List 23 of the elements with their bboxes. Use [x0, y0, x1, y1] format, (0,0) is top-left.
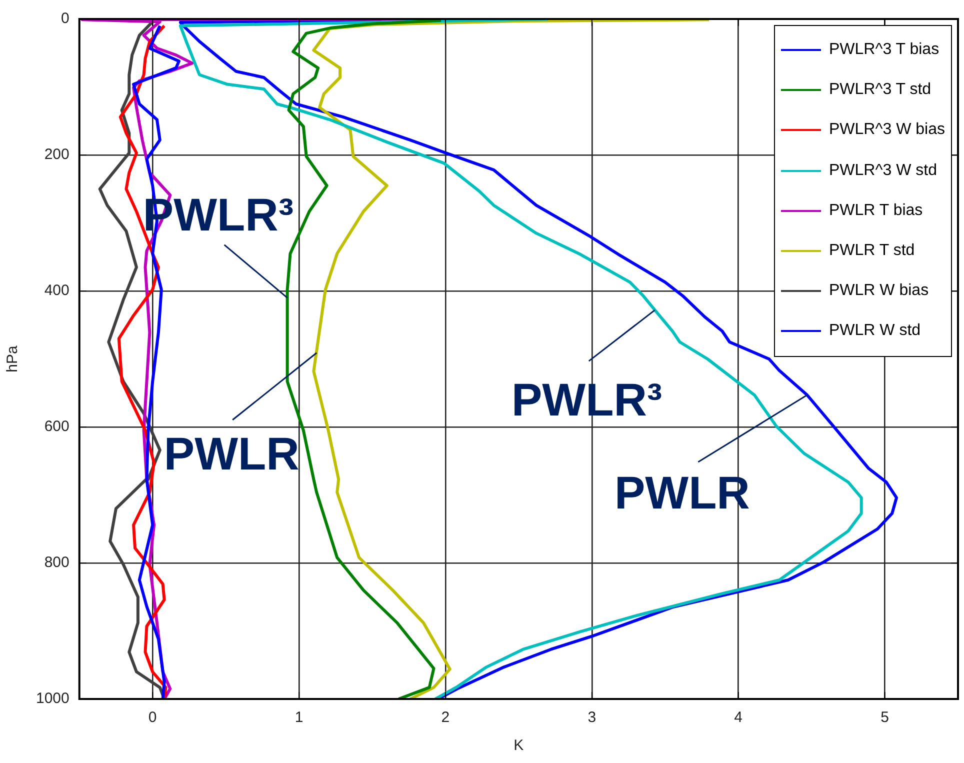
y-tick-label: 400 [44, 282, 70, 300]
legend-label: PWLR^3 W std [829, 162, 937, 180]
y-tick-label: 600 [44, 418, 70, 436]
legend-label: PWLR^3 T bias [829, 41, 940, 60]
legend-label: PWLR W std [829, 322, 921, 340]
y-tick-label: 200 [44, 146, 70, 164]
legend-label: PWLR T bias [829, 202, 923, 220]
y-tick-label: 0 [61, 10, 70, 28]
legend-label: PWLR^3 W bias [829, 121, 945, 140]
y-axis-title: hPa [4, 345, 22, 372]
y-tick-label: 1000 [36, 690, 70, 708]
legend-label: PWLR T std [829, 242, 915, 260]
annotation: PWLR [164, 428, 300, 480]
x-tick-label: 3 [588, 709, 596, 726]
x-tick-label: 0 [148, 709, 157, 726]
x-tick-label: 5 [880, 709, 889, 726]
legend-label: PWLR W bias [829, 282, 929, 300]
y-tick-label: 800 [44, 554, 70, 572]
x-tick-label: 1 [294, 709, 304, 726]
x-tick-label: 2 [441, 709, 450, 726]
x-axis-title: K [514, 737, 524, 754]
x-tick-label: 4 [734, 709, 743, 726]
legend-label: PWLR^3 T std [829, 81, 932, 100]
